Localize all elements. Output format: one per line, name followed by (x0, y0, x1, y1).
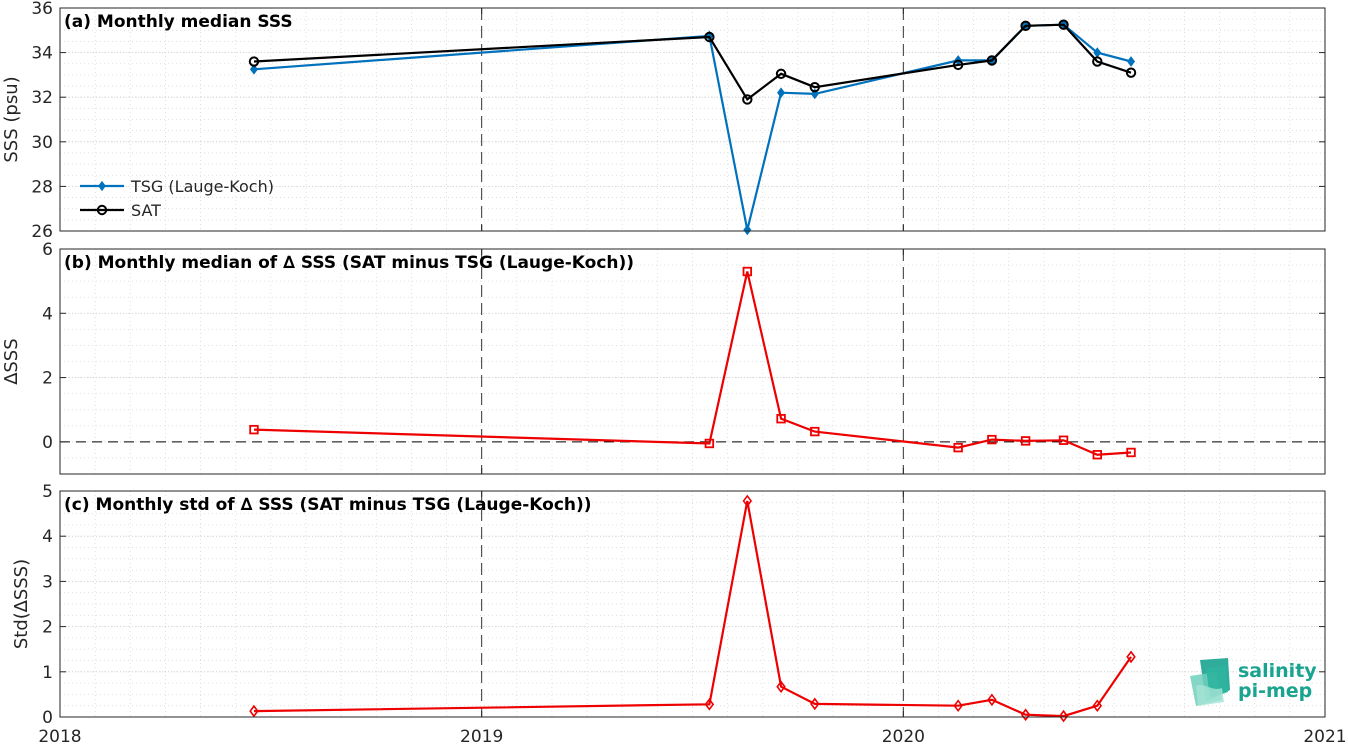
axes-box (59, 490, 1326, 718)
data-point (776, 414, 786, 424)
y-tick-label: 2 (42, 618, 53, 638)
data-point (704, 698, 715, 711)
data-point (742, 266, 753, 277)
data-point (742, 494, 753, 508)
data-point (953, 442, 963, 453)
legend-marker (98, 180, 106, 192)
series-line (253, 271, 1132, 456)
data-point (810, 426, 820, 437)
y-tick-label: 3 (42, 572, 53, 592)
data-point (987, 434, 997, 445)
data-point (775, 68, 787, 79)
y-axis-label: Std(∆SSS) (11, 559, 32, 649)
data-point (776, 680, 786, 694)
legend-label: TSG (Lauge-Koch) (130, 177, 274, 196)
data-point (1126, 650, 1136, 664)
y-tick-label: 4 (42, 304, 53, 324)
x-tick-label: 2020 (882, 727, 925, 745)
data-point (1058, 709, 1069, 723)
data-point (249, 63, 258, 75)
legend-label: SAT (131, 201, 161, 220)
x-tick-label: 2019 (460, 727, 503, 745)
panel-title: (a) Monthly median SSS (64, 12, 293, 32)
panel-b: 0 2 4 6 ∆SSS (b) Monthly median of ∆ SSS (SAT… (1, 240, 1326, 475)
series-line (253, 23, 1132, 102)
y-tick-label: 28 (31, 177, 53, 197)
data-point (743, 224, 752, 236)
data-point (1020, 708, 1031, 722)
data-point (987, 693, 997, 707)
x-tick-label: 2021 (1303, 727, 1346, 745)
data-point (952, 59, 964, 71)
data-point (1126, 447, 1136, 458)
panel-title: (c) Monthly std of ∆ SSS (SAT minus TSG … (64, 495, 592, 515)
legend: TSG (Lauge-Koch) SAT (80, 177, 274, 220)
y-tick-label: 6 (42, 240, 53, 260)
panel-a: 26 28 30 32 34 36 SSS (psu) (a) Monthly median … (1, 0, 1326, 242)
y-tick-label: 2 (42, 369, 53, 389)
data-point (1125, 67, 1137, 78)
panel-c: 0 1 2 3 4 5 2018 2019 2020 2021 Std(∆SSS) (c) Month… (11, 482, 1347, 745)
data-point (249, 424, 259, 435)
logo-line1: salinity (1238, 660, 1317, 682)
axes-box (59, 7, 1326, 232)
data-point (704, 438, 715, 449)
y-tick-label: 36 (31, 0, 53, 19)
data-point (1020, 436, 1031, 446)
data-point (777, 87, 786, 99)
data-point (986, 55, 998, 66)
logo-mark-icon (1190, 658, 1230, 706)
salinity-pi-mep-logo: salinity pi-mep (1190, 658, 1317, 706)
data-point (953, 699, 963, 713)
data-point (1092, 56, 1103, 67)
logo-line2: pi-mep (1238, 680, 1312, 702)
x-tick-label: 2018 (38, 727, 81, 745)
data-point (1092, 699, 1103, 713)
data-point (1058, 435, 1069, 445)
data-point (742, 94, 753, 105)
y-axis-label: SSS (psu) (1, 76, 22, 162)
series-line (253, 500, 1132, 718)
y-tick-label: 5 (42, 482, 53, 502)
data-point (809, 81, 820, 93)
axes-box (59, 248, 1326, 475)
y-tick-label: 26 (31, 222, 53, 242)
data-point (704, 31, 715, 43)
data-point (1092, 450, 1102, 460)
panel-title: (b) Monthly median of ∆ SSS (SAT minus T… (64, 253, 634, 273)
y-tick-label: 1 (42, 663, 53, 683)
data-point (1020, 20, 1031, 32)
y-tick-label: 30 (31, 133, 53, 153)
y-tick-label: 0 (42, 708, 53, 728)
y-axis-label: ∆SSS (1, 338, 22, 385)
data-point (248, 56, 260, 67)
y-tick-label: 34 (31, 44, 53, 64)
y-tick-label: 0 (42, 433, 53, 453)
y-tick-label: 32 (31, 88, 53, 108)
legend-marker (96, 204, 108, 216)
data-point (810, 697, 820, 711)
data-point (1127, 56, 1136, 67)
y-tick-label: 4 (42, 527, 53, 547)
data-point (249, 704, 259, 718)
data-point (1058, 19, 1069, 30)
